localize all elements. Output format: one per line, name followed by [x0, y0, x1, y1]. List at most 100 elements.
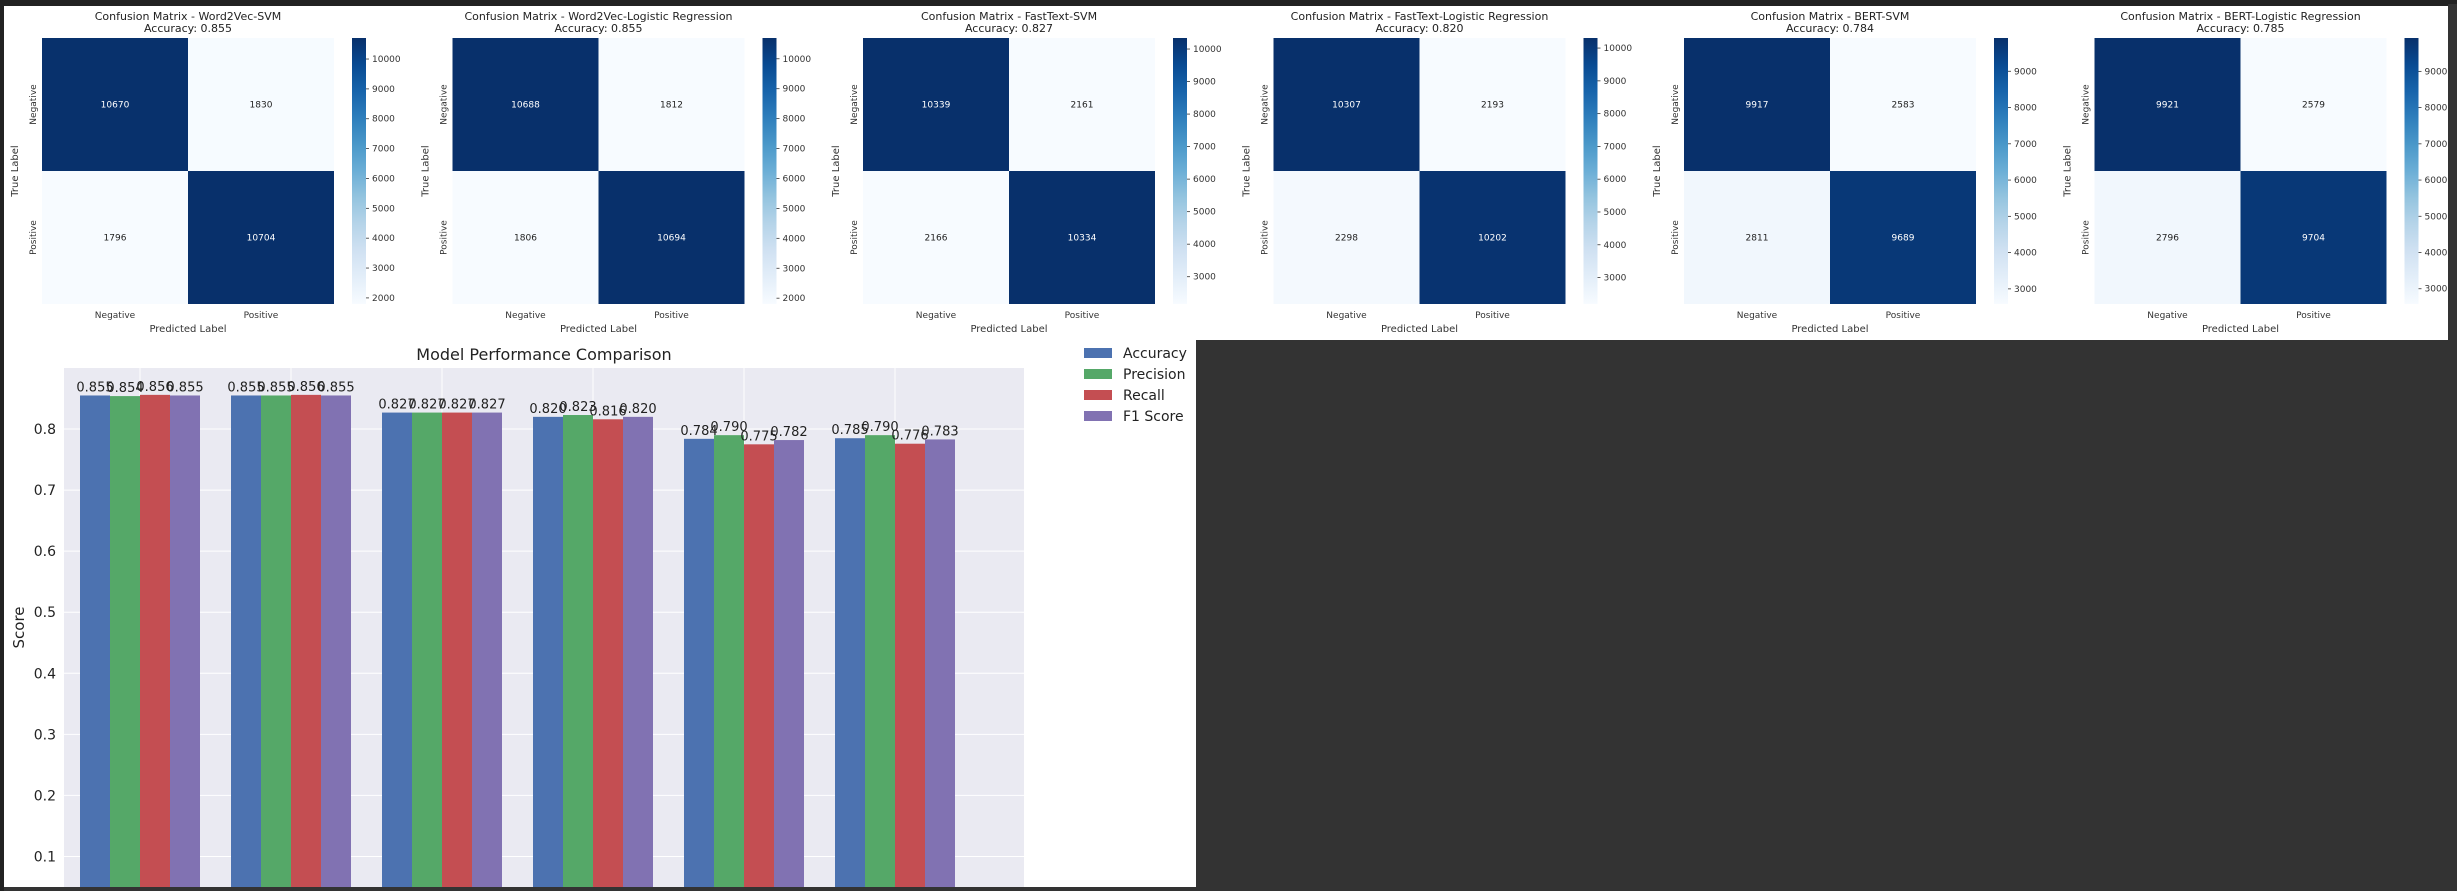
- cm-colorbar-tick-label: 5000: [2425, 212, 2448, 222]
- legend-swatch: [1084, 369, 1112, 379]
- cm-colorbar-tick-label: 10000: [1604, 44, 1633, 54]
- cm-cell-value: 10307: [1332, 101, 1361, 111]
- cm-cell: [598, 38, 745, 171]
- confusion-matrix-6: Confusion Matrix - BERT-Logistic Regress…: [2063, 10, 2448, 335]
- bar-value-label: 0.855: [76, 380, 113, 395]
- confusion-matrix-1: Confusion Matrix - Word2Vec-SVMAccuracy:…: [10, 10, 401, 335]
- cm-colorbar-tick-label: 4000: [372, 234, 395, 244]
- cm-x-tick-label: Negative: [1326, 311, 1367, 321]
- cm-y-tick-label: Positive: [2082, 220, 2092, 255]
- bar-recall: [593, 419, 623, 887]
- cm-cell: [1684, 171, 1830, 304]
- y-tick-label: 0.5: [34, 605, 56, 621]
- cm-x-tick-label: Negative: [2147, 311, 2188, 321]
- cm-colorbar: [2404, 38, 2419, 304]
- cm-colorbar-tick-label: 10000: [1193, 45, 1222, 55]
- cm-cell-value: 10334: [1068, 234, 1097, 244]
- cm-colorbar: [1583, 38, 1598, 304]
- cm-x-tick-label: Negative: [1737, 311, 1778, 321]
- cm-title: Confusion Matrix - BERT-SVM: [1751, 10, 1910, 23]
- bar-precision: [261, 395, 291, 887]
- cm-cell-value: 10694: [657, 234, 686, 244]
- cm-y-tick-label: Positive: [1261, 220, 1271, 255]
- y-tick-label: 0.3: [34, 727, 56, 743]
- bar-value-label: 0.855: [317, 380, 354, 395]
- cm-colorbar-tick-label: 8000: [783, 115, 806, 125]
- bar-value-label: 0.855: [227, 380, 264, 395]
- bar-accuracy: [80, 395, 110, 887]
- cm-colorbar-tick-label: 6000: [1604, 175, 1627, 185]
- cm-cell: [1009, 38, 1155, 171]
- cm-colorbar-tick-label: 10000: [783, 55, 812, 65]
- cm-colorbar-tick-label: 8000: [1604, 110, 1627, 120]
- cm-colorbar-tick-label: 3000: [1193, 273, 1216, 283]
- bar-accuracy: [684, 438, 714, 887]
- cm-x-axis-label: Predicted Label: [970, 324, 1047, 335]
- bar-precision: [110, 396, 140, 887]
- bar-accuracy: [533, 416, 563, 887]
- bar-recall: [140, 394, 170, 887]
- cm-colorbar-tick-label: 8000: [2425, 104, 2448, 114]
- bar-value-label: 0.776: [891, 429, 928, 444]
- cm-x-tick-label: Positive: [654, 311, 689, 321]
- cm-cell: [598, 171, 745, 304]
- bar-f1-score: [925, 439, 955, 887]
- cm-colorbar-tick-label: 7000: [372, 145, 395, 155]
- cm-cell-value: 10339: [922, 101, 951, 111]
- cm-x-tick-label: Positive: [244, 311, 279, 321]
- cm-cell-value: 9689: [1892, 234, 1915, 244]
- bar-value-label: 0.775: [740, 429, 777, 444]
- cm-cell: [1830, 171, 1976, 304]
- cm-cell: [2094, 38, 2241, 171]
- cm-y-tick-label: Negative: [29, 84, 39, 125]
- cm-cell: [863, 38, 1009, 171]
- bar-value-label: 0.790: [861, 420, 898, 435]
- cm-y-axis-label: True Label: [421, 145, 432, 197]
- cm-colorbar-tick-label: 5000: [372, 204, 395, 214]
- cm-cell-value: 10202: [1478, 234, 1507, 244]
- cm-colorbar-tick-label: 6000: [2014, 176, 2037, 186]
- cm-y-axis-label: True Label: [831, 145, 842, 197]
- bar-f1-score: [472, 412, 502, 887]
- cm-cell: [188, 38, 334, 171]
- cm-subtitle: Accuracy: 0.855: [554, 22, 642, 35]
- y-tick-label: 0.7: [34, 483, 56, 499]
- y-axis-label: Score: [10, 606, 28, 648]
- cm-colorbar-tick-label: 6000: [372, 174, 395, 184]
- cm-colorbar-tick-label: 4000: [2014, 249, 2037, 259]
- cm-colorbar-tick-label: 9000: [2425, 67, 2448, 77]
- legend-label: F1 Score: [1123, 409, 1184, 425]
- bar-value-label: 0.827: [408, 398, 445, 413]
- bar-accuracy: [382, 412, 412, 887]
- cm-colorbar-tick-label: 8000: [372, 115, 395, 125]
- cm-x-tick-label: Positive: [2296, 311, 2331, 321]
- bar-recall: [744, 444, 774, 887]
- cm-colorbar-tick-label: 2000: [783, 294, 806, 304]
- cm-colorbar-tick-label: 5000: [783, 204, 806, 214]
- cm-cell: [1830, 38, 1976, 171]
- cm-cell: [2240, 171, 2387, 304]
- cm-cell-value: 2161: [1071, 101, 1094, 111]
- cm-y-axis-label: True Label: [2063, 145, 2074, 197]
- bar-value-label: 0.783: [921, 424, 958, 439]
- cm-cell-value: 9917: [1746, 101, 1769, 111]
- cm-cell-value: 10670: [101, 101, 130, 111]
- bar-value-label: 0.820: [529, 402, 566, 417]
- cm-cell-value: 1806: [514, 234, 537, 244]
- cm-cell: [2094, 171, 2241, 304]
- cm-x-axis-label: Predicted Label: [560, 324, 637, 335]
- cm-cell-value: 1812: [660, 101, 683, 111]
- cm-colorbar-tick-label: 4000: [2425, 249, 2448, 259]
- cm-colorbar-tick-label: 4000: [783, 234, 806, 244]
- window-left-border: [0, 0, 4, 891]
- cm-y-tick-label: Positive: [29, 220, 39, 255]
- cm-cell-value: 9921: [2156, 101, 2179, 111]
- bar-precision: [714, 435, 744, 887]
- cm-colorbar-tick-label: 6000: [783, 174, 806, 184]
- bar-value-label: 0.827: [438, 398, 475, 413]
- cm-cell-value: 10704: [247, 234, 276, 244]
- cm-x-tick-label: Positive: [1475, 311, 1510, 321]
- bar-precision: [563, 415, 593, 887]
- cm-x-axis-label: Predicted Label: [1381, 324, 1458, 335]
- cm-cell: [1419, 38, 1566, 171]
